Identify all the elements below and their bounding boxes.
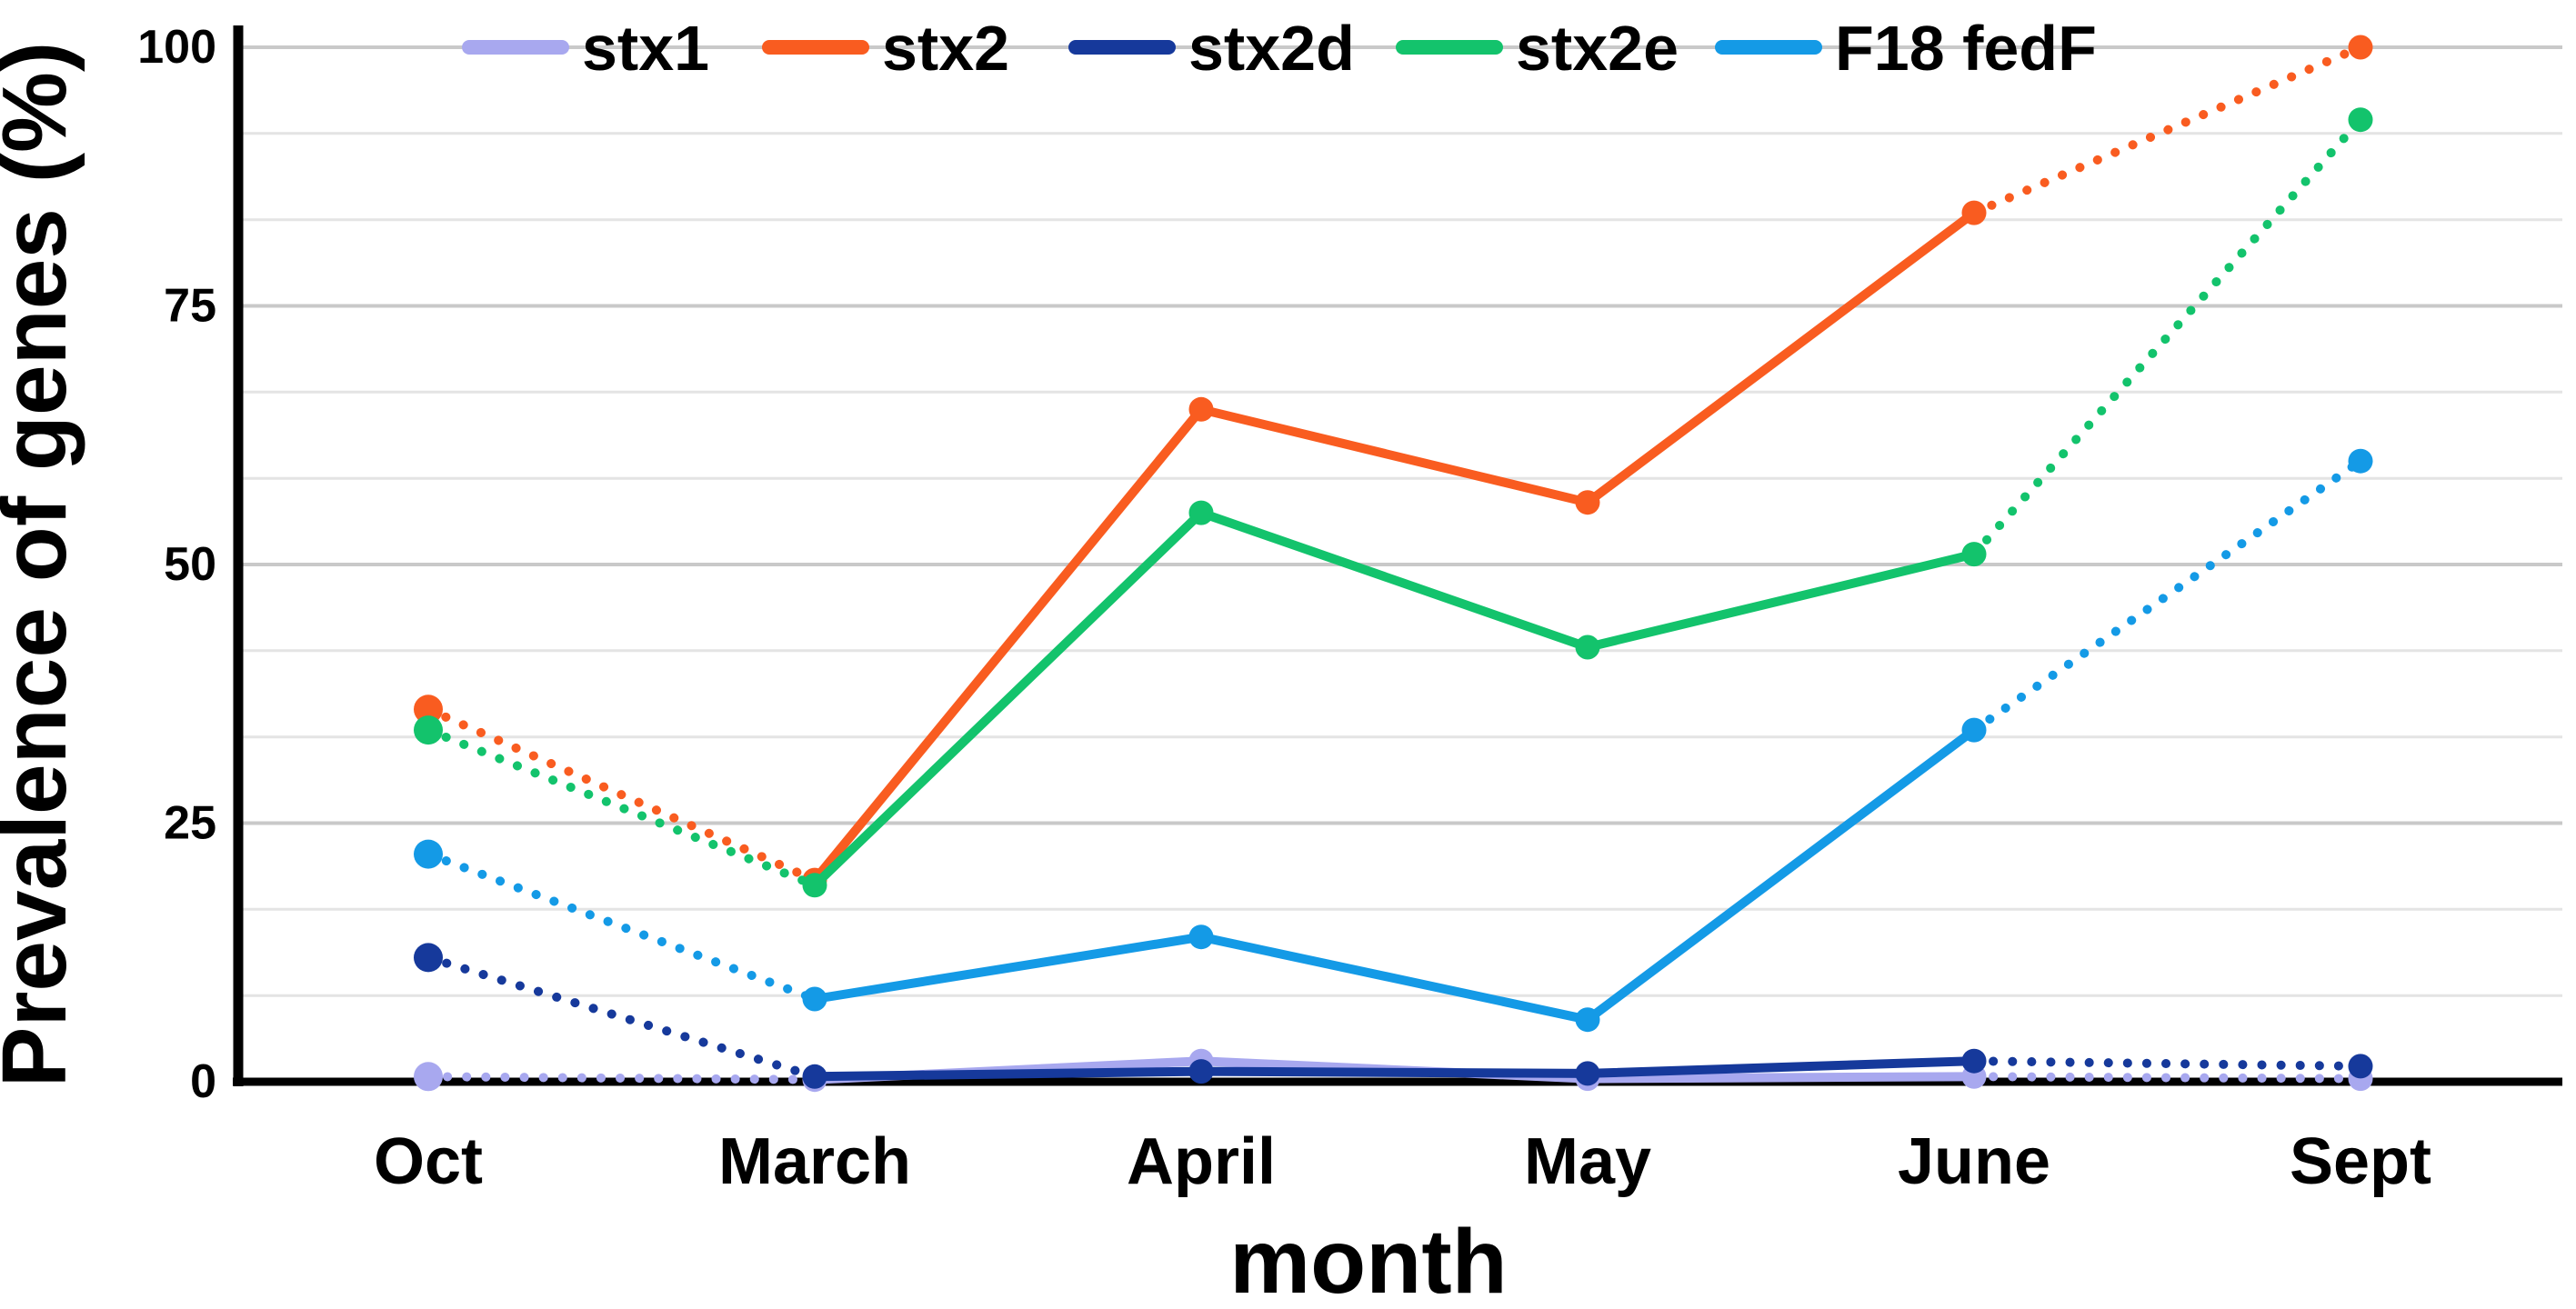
series-line-stx2d [1970, 1056, 2365, 1071]
data-point-stx2d-sept [2348, 1054, 2373, 1079]
legend-label-f18-fedf: F18 fedF [1835, 13, 2097, 84]
data-point-stx2-oct [414, 694, 443, 724]
data-point-f18-fedf-april [1188, 924, 1214, 950]
y-tick-label-100: 100 [137, 21, 216, 74]
data-point-stx2-sept [2348, 35, 2373, 60]
data-point-stx2e-may [1575, 635, 1600, 660]
data-point-stx2d-june [1961, 1048, 1987, 1074]
data-point-stx2d-march [802, 1064, 827, 1089]
data-point-stx2d-april [1188, 1059, 1214, 1084]
series-line-stx2 [424, 704, 819, 885]
series-line-stx2 [810, 208, 1979, 885]
series-line-stx2e [1970, 115, 2365, 559]
series-layer [414, 35, 2373, 1093]
gridlines-layer [238, 45, 2562, 997]
series-line-stx1 [1970, 1072, 2365, 1084]
legend: stx1 stx2 stx2d stx2e F18 fedF [462, 13, 2097, 84]
x-tick-label-sept: Sept [2290, 1125, 2431, 1198]
data-point-stx2-may [1575, 490, 1600, 515]
legend-label-stx1: stx1 [582, 13, 709, 84]
x-tick-label-march: March [718, 1125, 911, 1198]
x-tick-label-may: May [1524, 1125, 1651, 1198]
data-point-stx2e-june [1961, 542, 1987, 567]
y-axis-title: Prevalence of genes (%) [0, 42, 85, 1087]
series-line-stx2d [424, 953, 819, 1082]
data-point-stx1-oct [414, 1062, 443, 1092]
data-point-stx2d-may [1575, 1061, 1600, 1086]
series-line-f18-fedf [1970, 456, 2365, 735]
data-point-f18-fedf-oct [414, 839, 443, 869]
data-point-f18-fedf-may [1575, 1007, 1600, 1033]
y-tick-label-50: 50 [164, 538, 216, 591]
y-tick-label-25: 25 [164, 797, 216, 850]
series-line-stx2d [810, 1056, 1979, 1082]
series-line-f18-fedf [424, 849, 819, 1004]
y-tick-label-0: 0 [190, 1055, 216, 1108]
data-point-f18-fedf-sept [2348, 448, 2373, 474]
x-tick-label-oct: Oct [374, 1125, 483, 1198]
data-point-stx2-june [1961, 200, 1987, 225]
data-point-f18-fedf-march [802, 986, 827, 1012]
y-tick-label-75: 75 [164, 280, 216, 333]
x-axis-title: month [1229, 1211, 1507, 1309]
data-point-stx2e-oct [414, 715, 443, 745]
data-point-f18-fedf-june [1961, 717, 1987, 743]
data-point-stx2e-sept [2348, 107, 2373, 133]
data-point-stx2d-oct [414, 943, 443, 973]
series-line-stx2e [810, 508, 1979, 890]
series-line-stx2 [1970, 43, 2365, 218]
axes-layer [233, 25, 2562, 1086]
series-line-stx2e [424, 725, 819, 890]
data-point-stx2e-april [1188, 500, 1214, 525]
legend-label-stx2d: stx2d [1188, 13, 1355, 84]
tick-labels-layer: 0 25 50 75 100 Oct March April May June Sept [137, 21, 2431, 1198]
legend-label-stx2: stx2 [882, 13, 1009, 84]
data-point-stx2-april [1188, 396, 1214, 422]
x-tick-label-april: April [1127, 1125, 1276, 1198]
x-tick-label-june: June [1898, 1125, 2050, 1198]
legend-label-stx2e: stx2e [1516, 13, 1679, 84]
data-point-stx2e-march [802, 873, 827, 898]
series-line-f18-fedf [810, 725, 1979, 1024]
series-line-stx1 [424, 1072, 819, 1084]
